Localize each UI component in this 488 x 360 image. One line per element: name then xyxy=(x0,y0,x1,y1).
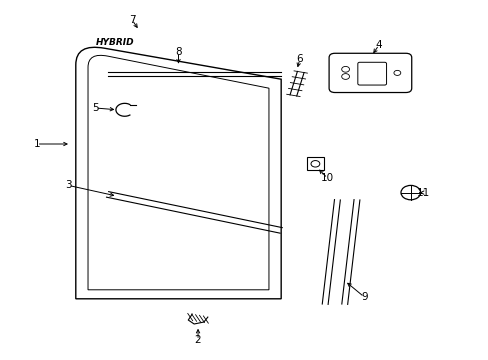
Text: 11: 11 xyxy=(415,188,429,198)
Bar xyxy=(306,157,324,170)
Text: 5: 5 xyxy=(92,103,99,113)
Text: 7: 7 xyxy=(128,15,135,25)
Text: 3: 3 xyxy=(65,180,72,190)
Text: 2: 2 xyxy=(194,335,201,345)
Text: 6: 6 xyxy=(296,54,303,64)
Text: 10: 10 xyxy=(321,173,333,183)
Text: 1: 1 xyxy=(33,139,40,149)
Text: HYBRID: HYBRID xyxy=(95,38,134,47)
Text: 8: 8 xyxy=(175,47,182,57)
Text: 4: 4 xyxy=(375,40,382,50)
Text: 9: 9 xyxy=(360,292,367,302)
